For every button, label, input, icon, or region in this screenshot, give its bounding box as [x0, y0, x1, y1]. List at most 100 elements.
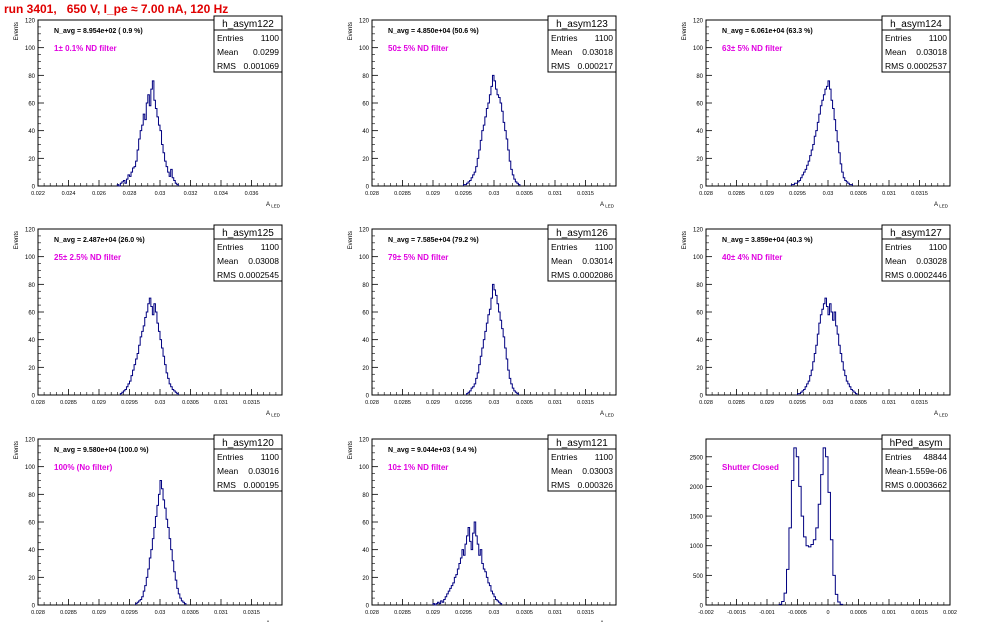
stats-value: 0.03018: [916, 47, 947, 57]
stats-label: Entries: [217, 452, 243, 462]
y-tick-label: 60: [362, 102, 369, 108]
y-tick-label: 60: [28, 521, 35, 527]
y-tick-label: 0: [700, 185, 704, 191]
y-axis-label: Events: [14, 441, 20, 459]
y-tick-label: 1000: [690, 544, 704, 550]
y-tick-label: 120: [359, 228, 370, 234]
histogram-series: [116, 80, 179, 187]
filter-annotation: 25± 2.5% ND filter: [54, 253, 121, 262]
page-title: run 3401, 650 V, I_pe ≈ 7.00 nA, 120 Hz: [4, 2, 229, 16]
stats-label: Mean: [551, 47, 573, 57]
x-axis-label: A LED: [934, 411, 949, 418]
y-tick-label: 100: [693, 46, 704, 52]
stats-label: Entries: [885, 242, 911, 252]
y-tick-label: 0: [366, 394, 370, 400]
x-axis-label: A LED: [266, 411, 281, 418]
y-tick-label: 120: [693, 228, 704, 234]
stats-value: 0.000217: [578, 61, 614, 71]
x-tick-label: 0.034: [214, 191, 228, 197]
x-tick-label: 0.031: [548, 610, 562, 616]
stats-box: [547, 15, 617, 73]
stats-label: Mean: [551, 256, 573, 266]
y-tick-label: 40: [28, 548, 35, 554]
stats-label: Entries: [551, 33, 577, 43]
y-tick-label: 20: [28, 157, 35, 163]
y-tick-label: 40: [696, 338, 703, 344]
x-tick-label: 0.0305: [182, 610, 199, 616]
y-tick-label: 80: [362, 74, 369, 80]
histogram-panel: 0 500 1000 1500 2000 2500 -0.002 -0.0015 -0.001 -…: [690, 434, 957, 616]
histogram-name: h_asym122: [222, 19, 274, 30]
x-tick-label: 0.002: [943, 610, 957, 616]
y-tick-label: 2500: [690, 455, 704, 461]
histogram-series: [466, 283, 519, 395]
y-axis-label: Events: [682, 22, 688, 40]
stats-box: [213, 434, 283, 492]
y-axis-label: Events: [14, 231, 20, 249]
y-tick-label: 100: [359, 46, 370, 52]
x-tick-label: 0.029: [426, 610, 440, 616]
x-tick-label: 0.03: [823, 191, 834, 197]
x-tick-label: 0.0285: [60, 610, 77, 616]
stats-box: [213, 224, 283, 282]
histogram-series: [778, 447, 844, 605]
y-tick-label: 40: [362, 548, 369, 554]
x-tick-label: 0.0295: [789, 400, 806, 406]
histogram-panel: 0 20 40 60 80 100 120 0.028 0.0285 0.029 0.0295 0.0…: [682, 224, 951, 418]
histogram-panel: 0 20 40 60 80 100 120 0.022 0.024 0.026 0.028 0.03 0…: [14, 15, 283, 209]
x-tick-label: 0.0305: [516, 400, 533, 406]
n-avg-label: N_avg = 4.850e+04 (50.6 %): [388, 28, 479, 35]
x-tick-label: 0.0315: [243, 400, 260, 406]
stats-label: Mean: [217, 47, 239, 57]
stats-label: Entries: [217, 33, 243, 43]
x-tick-label: 0.0315: [577, 610, 594, 616]
stats-value: 0.03003: [582, 466, 613, 476]
x-tick-label: 0.029: [760, 400, 774, 406]
x-tick-label: 0.001: [882, 610, 896, 616]
n-avg-label: N_avg = 7.585e+04 (79.2 %): [388, 237, 479, 244]
filter-annotation: 50± 5% ND filter: [388, 44, 448, 53]
x-tick-label: 0.032: [184, 191, 198, 197]
x-tick-label: 0.03: [489, 610, 500, 616]
stats-box: [881, 15, 951, 73]
filter-annotation: 10± 1% ND filter: [388, 463, 448, 472]
histogram-series: [797, 297, 858, 395]
x-tick-label: 0.028: [365, 400, 379, 406]
x-tick-label: 0.03: [823, 400, 834, 406]
stats-value: 0.0003662: [907, 480, 947, 490]
x-tick-label: 0.028: [31, 610, 45, 616]
y-tick-label: 20: [696, 157, 703, 163]
x-axis-label: A LED: [266, 202, 281, 209]
x-tick-label: 0.028: [365, 610, 379, 616]
stats-label: Entries: [551, 242, 577, 252]
y-tick-label: 0: [700, 604, 704, 610]
y-tick-label: 500: [693, 574, 704, 580]
x-tick-label: 0.0295: [455, 191, 472, 197]
y-tick-label: 120: [25, 19, 36, 25]
x-tick-label: -0.0005: [788, 610, 807, 616]
n-avg-label: N_avg = 9.044e+03 ( 9.4 %): [388, 447, 477, 454]
y-axis-label: Events: [348, 231, 354, 249]
x-tick-label: 0.0305: [516, 191, 533, 197]
y-tick-label: 100: [25, 255, 36, 261]
stats-value: 1100: [261, 33, 280, 43]
filter-annotation: 63± 5% ND filter: [722, 44, 782, 53]
y-tick-label: 120: [359, 19, 370, 25]
filter-annotation: 100% (No filter): [54, 463, 113, 472]
x-tick-label: 0.024: [62, 191, 76, 197]
histogram-name: h_asym123: [556, 19, 608, 30]
x-tick-label: 0.031: [214, 610, 228, 616]
x-tick-label: 0.036: [245, 191, 259, 197]
x-tick-label: 0.0285: [728, 191, 745, 197]
x-tick-label: 0.031: [214, 400, 228, 406]
x-tick-label: 0.0005: [850, 610, 867, 616]
stats-label: RMS: [217, 61, 236, 71]
stats-label: Entries: [551, 452, 577, 462]
histogram-series: [135, 480, 187, 605]
histogram-panel: 0 20 40 60 80 100 120 0.028 0.0285 0.029 0.0295 0.0…: [348, 15, 617, 209]
x-axis-label: A LED: [600, 202, 615, 209]
x-tick-label: 0.031: [548, 191, 562, 197]
y-tick-label: 0: [32, 394, 36, 400]
stats-box: [547, 224, 617, 282]
y-tick-label: 0: [32, 185, 36, 191]
